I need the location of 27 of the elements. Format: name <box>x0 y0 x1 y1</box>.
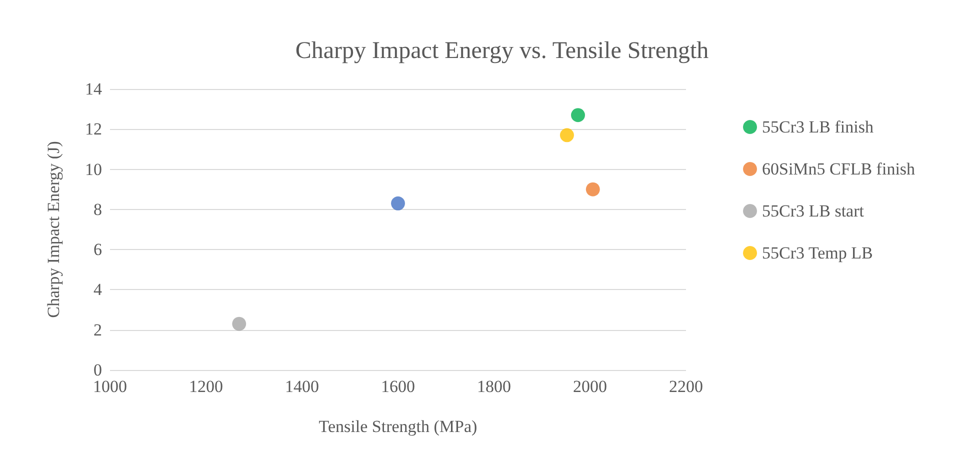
y-tick-label: 6 <box>94 240 102 260</box>
x-tick-label: 1400 <box>285 377 319 396</box>
legend-label: 55Cr3 Temp LB <box>762 244 873 262</box>
legend-label: 55Cr3 LB finish <box>762 118 874 136</box>
x-tick-label: 1200 <box>189 377 223 396</box>
y-tick-label: 2 <box>94 320 102 340</box>
legend-label: 55Cr3 LB start <box>762 202 864 220</box>
x-tick-label: 1800 <box>477 377 511 396</box>
y-tick-label: 4 <box>94 280 102 300</box>
x-tick-label: 2000 <box>573 377 607 396</box>
y-tick-label: 14 <box>85 80 102 98</box>
point <box>571 108 585 122</box>
x-tick-label: 2200 <box>669 377 703 396</box>
y-tick-label: 10 <box>85 160 102 179</box>
y-axis-title: Charpy Impact Energy (J) <box>44 141 63 318</box>
x-tick-label: 1600 <box>381 377 415 396</box>
point <box>391 196 405 210</box>
chart-title: Charpy Impact Energy vs. Tensile Strength <box>295 38 709 64</box>
legend-label: 60SiMn5 CFLB finish <box>762 160 916 178</box>
y-tick-label: 12 <box>85 120 102 139</box>
y-tick-label: 8 <box>94 200 102 219</box>
x-axis-title: Tensile Strength (MPa) <box>318 417 478 436</box>
point <box>232 316 246 331</box>
x-tick-label: 1000 <box>93 377 127 396</box>
point <box>586 182 600 196</box>
y-tick-label: 0 <box>94 360 102 380</box>
point <box>560 128 574 142</box>
